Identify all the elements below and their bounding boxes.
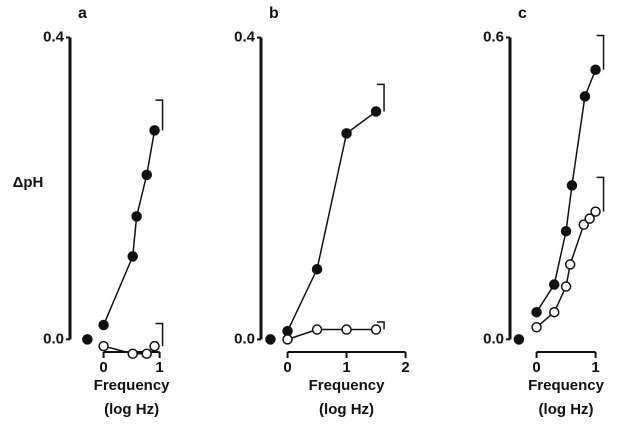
y-tick-label: 0.4 xyxy=(43,29,65,46)
series-line xyxy=(286,110,377,332)
panel-label: b xyxy=(269,5,279,22)
error-bar xyxy=(155,99,164,131)
data-point xyxy=(311,324,323,335)
x-axis-label: (log Hz) xyxy=(539,401,594,418)
data-point xyxy=(578,219,589,230)
data-point xyxy=(549,279,560,290)
data-point xyxy=(98,319,109,331)
x-axis-label: Frequency xyxy=(309,377,386,394)
data-point xyxy=(531,306,542,318)
panel-label: c xyxy=(518,5,527,22)
data-point xyxy=(341,324,352,335)
data-point xyxy=(579,91,591,102)
series-line xyxy=(102,130,156,326)
data-point xyxy=(149,340,160,352)
data-point xyxy=(98,340,109,352)
data-point xyxy=(282,334,293,345)
data-point xyxy=(370,106,382,117)
data-point xyxy=(127,251,138,262)
data-point xyxy=(513,334,525,345)
error-bar xyxy=(155,322,164,347)
x-tick-label: 0 xyxy=(283,359,291,376)
data-point xyxy=(265,334,276,345)
data-point xyxy=(141,169,152,181)
x-axis-label: (log Hz) xyxy=(104,401,159,418)
y-tick-label: 0.6 xyxy=(483,29,504,46)
x-axis-label: Frequency xyxy=(528,377,605,394)
data-point xyxy=(549,306,560,318)
error-bar xyxy=(596,176,605,212)
error-bar xyxy=(377,321,385,330)
series-line xyxy=(287,328,377,341)
data-point xyxy=(149,125,160,136)
x-tick-label: 1 xyxy=(591,359,599,376)
y-tick-label: 0.4 xyxy=(234,29,256,46)
data-point xyxy=(311,263,323,275)
data-point xyxy=(590,64,601,75)
y-tick-label: 0.0 xyxy=(43,330,64,347)
data-point xyxy=(141,348,152,359)
data-point xyxy=(531,322,542,333)
x-tick-label: 0 xyxy=(532,359,540,376)
data-point xyxy=(560,281,572,292)
series-line xyxy=(103,345,156,355)
data-point xyxy=(131,211,142,222)
x-tick-label: 1 xyxy=(155,359,163,376)
error-bar xyxy=(377,83,385,112)
x-tick-label: 1 xyxy=(342,359,350,376)
data-point xyxy=(564,259,576,270)
x-tick-label: 2 xyxy=(401,359,409,376)
y-axis-label: ΔpH xyxy=(13,174,44,191)
series-line xyxy=(535,69,597,313)
data-point xyxy=(566,180,578,191)
data-point xyxy=(82,334,93,345)
y-tick-label: 0.0 xyxy=(234,330,255,347)
data-point xyxy=(590,206,601,217)
y-tick-label: 0.0 xyxy=(483,330,504,347)
data-point xyxy=(127,348,138,359)
x-axis-label: Frequency xyxy=(94,377,171,394)
data-point xyxy=(560,225,572,237)
panel-label: a xyxy=(78,5,87,22)
x-tick-label: 0 xyxy=(99,359,107,376)
data-point xyxy=(584,213,595,224)
x-axis-label: (log Hz) xyxy=(319,401,374,418)
data-point xyxy=(341,128,352,139)
data-point xyxy=(370,324,382,335)
error-bar xyxy=(596,34,605,70)
